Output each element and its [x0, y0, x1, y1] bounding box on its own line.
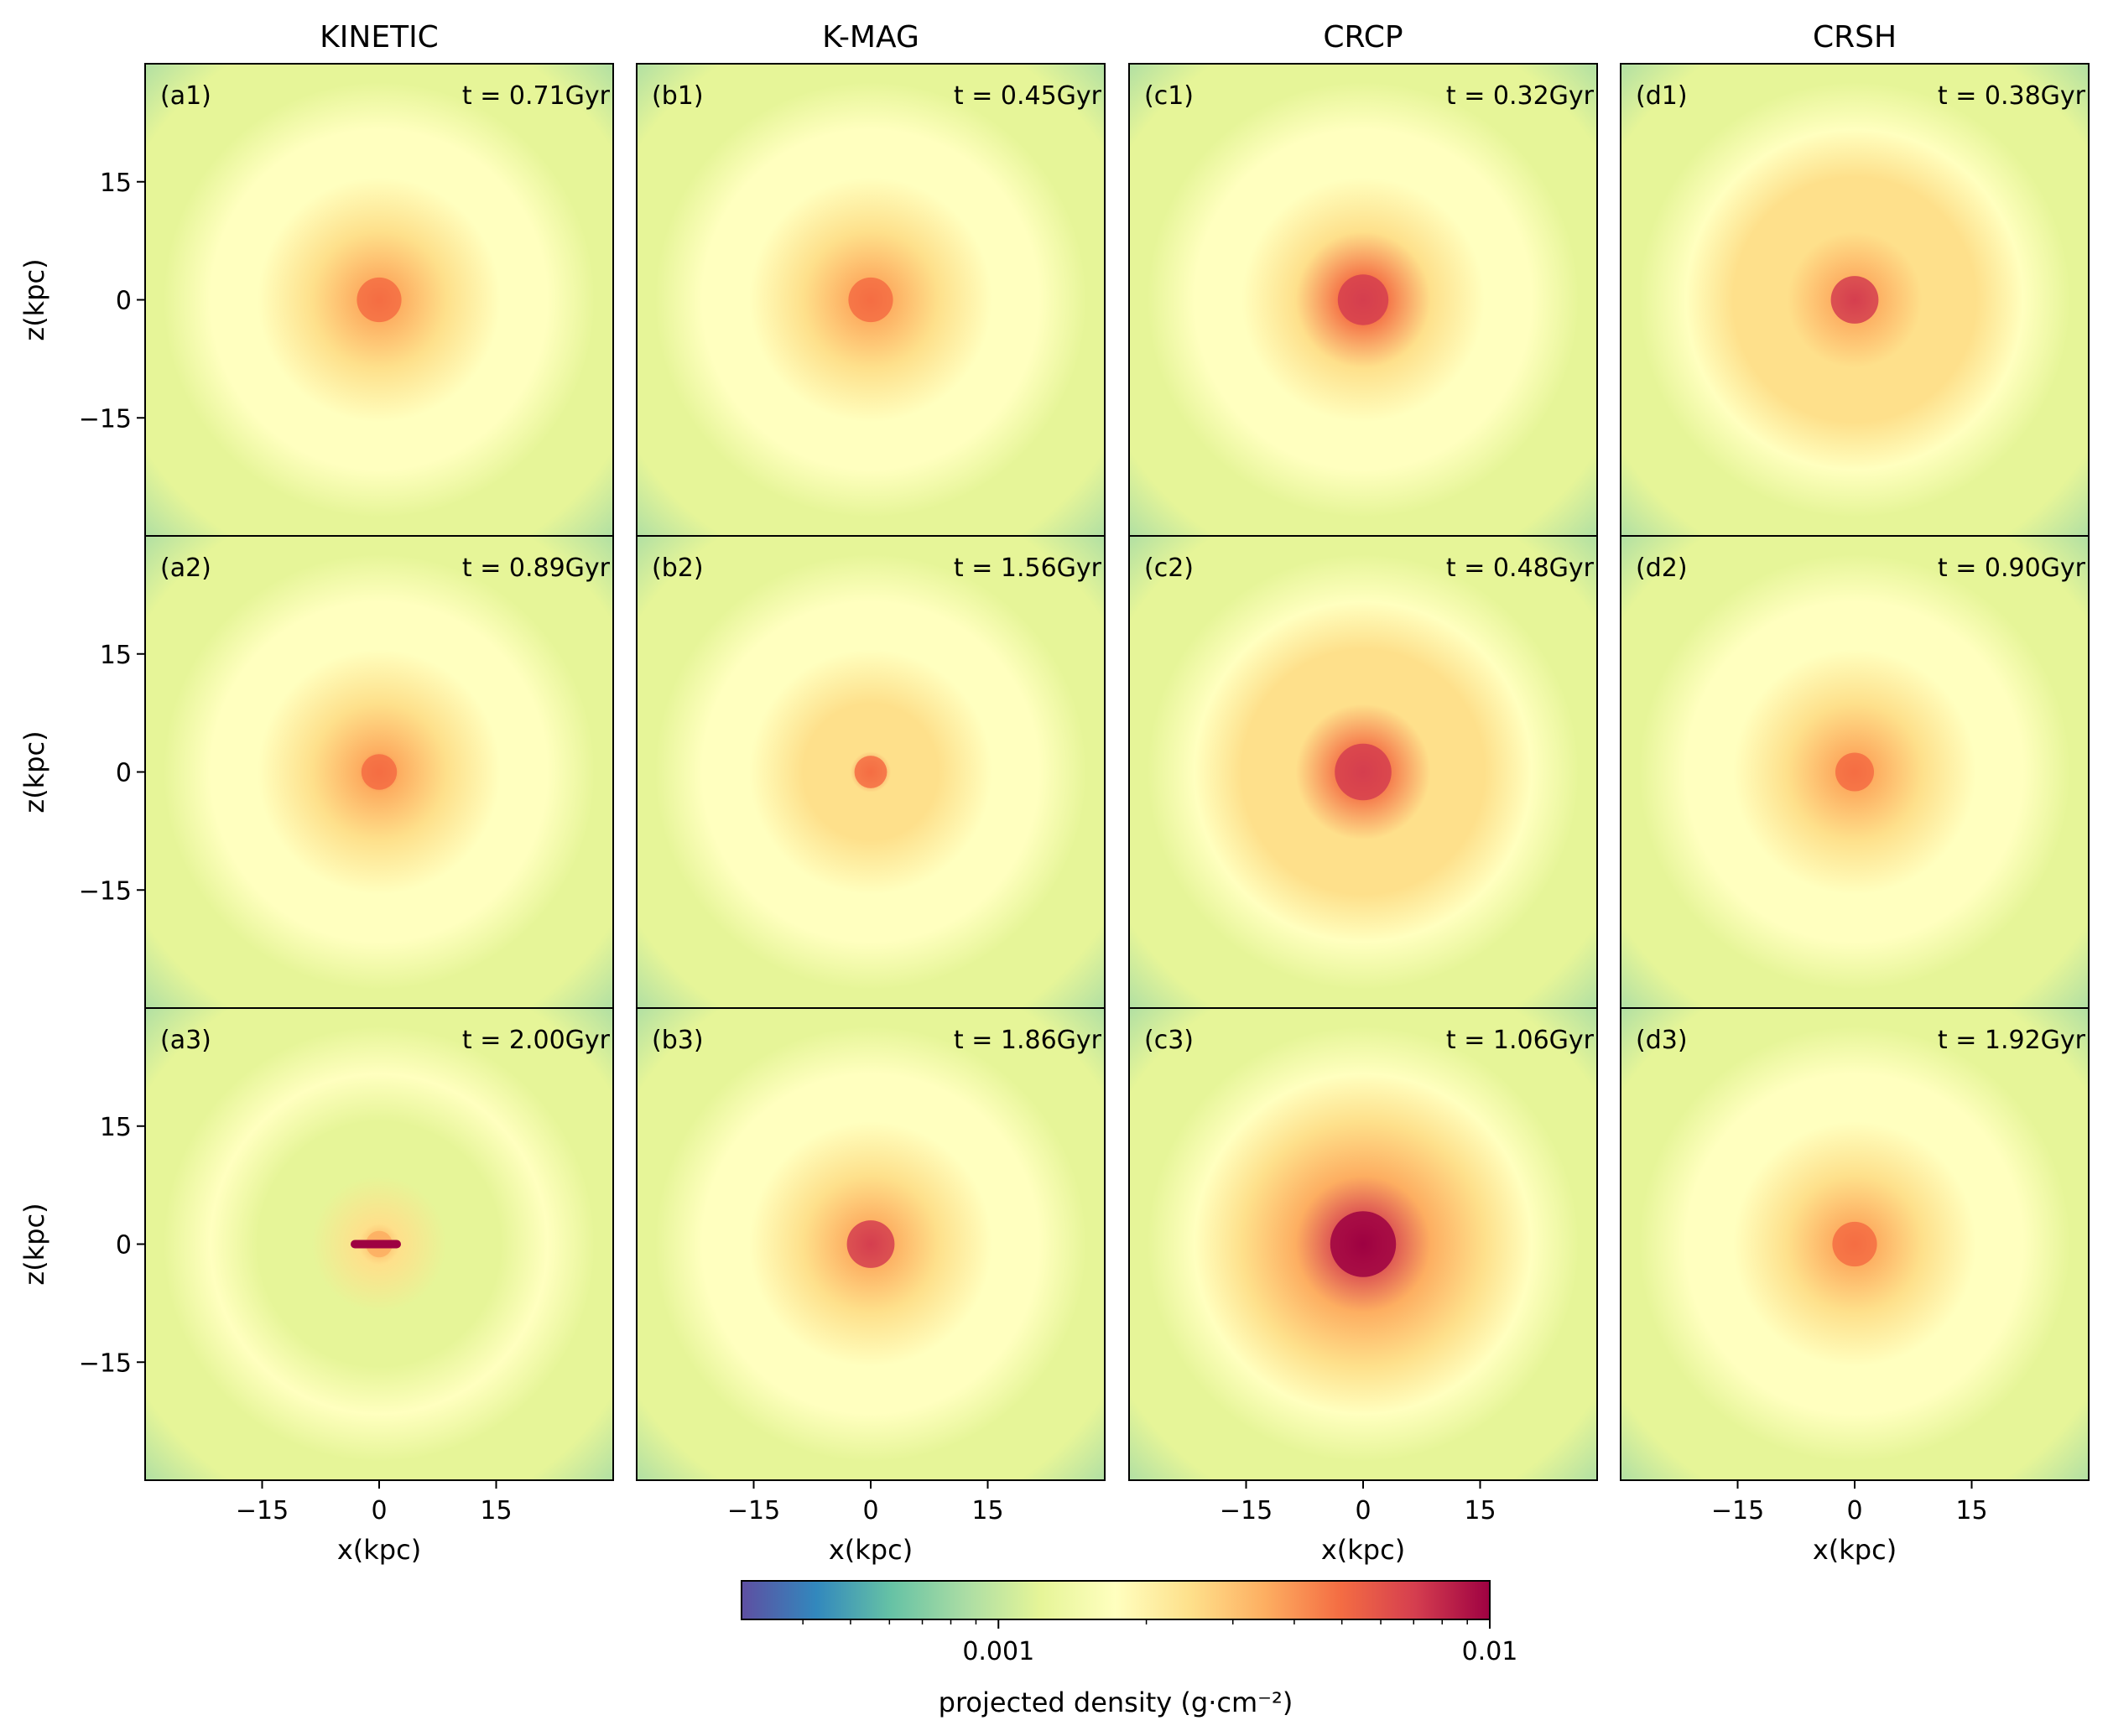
panel-b1: (b1) t = 0.45Gyr: [636, 63, 1106, 537]
x-axis-label-d3: x(kpc): [1813, 1534, 1897, 1566]
panel-label-b2: (b2): [652, 554, 704, 583]
panel-label-a3: (a3): [160, 1026, 211, 1055]
panel-label-c2: (c2): [1144, 554, 1194, 583]
x-tick-label-b3-1: 0: [862, 1496, 878, 1525]
density-core-b1: [848, 277, 893, 323]
density-core-d3: [1832, 1221, 1877, 1267]
panel-label-b1: (b1): [652, 81, 704, 111]
x-tick-label-d3-0: −15: [1711, 1496, 1764, 1525]
colorbar-ticks: 0.001 0.01: [802, 1619, 1518, 1666]
x-tick-label-b3-0: −15: [727, 1496, 780, 1525]
panel-label-a2: (a2): [160, 554, 211, 583]
x-tick-label-a3-2: 15: [480, 1496, 512, 1525]
y-axis-label-row-3: z(kpc): [18, 1203, 50, 1285]
panel-label-d2: (d2): [1636, 554, 1688, 583]
panel-a2: (a2) t = 0.89Gyr 15 0 −15 z(kpc): [18, 535, 614, 1009]
panel-a3: (a3) t = 2.00Gyr 15 0 −15 z(kpc) −15 0 15 x(kpc): [18, 1007, 614, 1566]
x-tick-label-c3-0: −15: [1220, 1496, 1273, 1525]
panel-time-d1: t = 0.38Gyr: [1938, 81, 2086, 111]
panel-time-b3: t = 1.86Gyr: [954, 1026, 1102, 1055]
column-title-kinetic: KINETIC: [320, 20, 439, 55]
panel-label-c1: (c1): [1144, 81, 1194, 111]
x-tick-label-b3-2: 15: [971, 1496, 1003, 1525]
panel-c1: (c1) t = 0.32Gyr: [1128, 63, 1598, 537]
x-tick-label-d3-2: 15: [1955, 1496, 1987, 1525]
x-axis-label-c3: x(kpc): [1321, 1534, 1405, 1566]
panel-label-d3: (d3): [1636, 1026, 1688, 1055]
panel-c3: (c3) t = 1.06Gyr −15 0 15 x(kpc): [1128, 1007, 1598, 1566]
panel-time-a1: t = 0.71Gyr: [462, 81, 611, 111]
density-core-b3: [846, 1220, 895, 1268]
x-tick-label-c3-1: 0: [1355, 1496, 1371, 1525]
column-title-crcp: CRCP: [1323, 20, 1403, 55]
density-core-c1: [1337, 274, 1389, 325]
panel-label-d1: (d1): [1636, 81, 1688, 111]
panel-time-d3: t = 1.92Gyr: [1938, 1026, 2086, 1055]
panel-d3: (d3) t = 1.92Gyr −15 0 15 x(kpc): [1620, 1007, 2090, 1566]
panel-time-a3: t = 2.00Gyr: [462, 1026, 611, 1055]
panel-time-b2: t = 1.56Gyr: [954, 554, 1102, 583]
colorbar: 0.001 0.01 projected density (g·cm⁻²): [741, 1580, 1518, 1718]
panel-c2: (c2) t = 0.48Gyr: [1128, 535, 1598, 1009]
colorbar-gradient: [741, 1580, 1491, 1620]
panel-label-c3: (c3): [1144, 1026, 1194, 1055]
panel-time-c3: t = 1.06Gyr: [1446, 1026, 1595, 1055]
y-tick-label-a2-2: −15: [79, 876, 132, 906]
y-tick-label-a2-0: 15: [100, 641, 132, 670]
panel-b2: (b2) t = 1.56Gyr: [636, 535, 1106, 1009]
y-tick-label-a3-2: −15: [79, 1349, 132, 1378]
colorbar-label: projected density (g·cm⁻²): [939, 1687, 1293, 1718]
y-tick-label-a2-1: 0: [116, 759, 132, 788]
y-tick-label-a3-0: 15: [100, 1113, 132, 1142]
density-core-d1: [1830, 276, 1879, 324]
y-tick-label-a1-2: −15: [79, 404, 132, 434]
density-core-a1: [357, 277, 402, 323]
density-core-c2: [1335, 743, 1392, 801]
x-axis-label-a3: x(kpc): [337, 1534, 421, 1566]
panel-label-b3: (b3): [652, 1026, 704, 1055]
y-tick-label-a1-0: 15: [100, 169, 132, 198]
colorbar-tick-label-1: 0.01: [1462, 1637, 1518, 1666]
density-core-b2: [854, 756, 887, 788]
column-title-k-mag: K-MAG: [822, 20, 919, 55]
panel-b3: (b3) t = 1.86Gyr −15 0 15 x(kpc): [636, 1007, 1106, 1566]
x-tick-label-a3-1: 0: [371, 1496, 387, 1525]
heatmap-panels: (a1) t = 0.71Gyr 15 0 −15 z(kpc) (b1) t = 0.45G…: [18, 63, 2090, 1566]
colorbar-tick-label-0: 0.001: [962, 1637, 1034, 1666]
column-titles: KINETIC K-MAG CRCP CRSH: [320, 20, 1897, 55]
panel-time-a2: t = 0.89Gyr: [462, 554, 611, 583]
panel-d2: (d2) t = 0.90Gyr: [1620, 535, 2090, 1009]
x-tick-label-c3-2: 15: [1464, 1496, 1496, 1525]
y-tick-label-a3-1: 0: [116, 1231, 132, 1260]
density-core-a2: [361, 754, 398, 790]
y-tick-label-a1-1: 0: [116, 287, 132, 316]
panel-time-c1: t = 0.32Gyr: [1446, 81, 1595, 111]
panel-time-c2: t = 0.48Gyr: [1446, 554, 1595, 583]
density-core-d2: [1835, 752, 1874, 792]
y-axis-label-row-1: z(kpc): [18, 258, 50, 340]
panel-time-b1: t = 0.45Gyr: [954, 81, 1102, 111]
x-tick-label-d3-1: 0: [1846, 1496, 1862, 1525]
y-axis-label-row-2: z(kpc): [18, 730, 50, 813]
panel-time-d2: t = 0.90Gyr: [1938, 554, 2086, 583]
density-core-c3: [1330, 1211, 1397, 1277]
panel-d1: (d1) t = 0.38Gyr: [1620, 63, 2090, 537]
panel-label-a1: (a1): [160, 81, 211, 111]
x-tick-label-a3-0: −15: [236, 1496, 289, 1525]
column-title-crsh: CRSH: [1813, 20, 1897, 55]
x-axis-label-b3: x(kpc): [829, 1534, 913, 1566]
dense-disk-a3: [351, 1240, 401, 1249]
panel-a1: (a1) t = 0.71Gyr 15 0 −15 z(kpc): [18, 63, 614, 537]
